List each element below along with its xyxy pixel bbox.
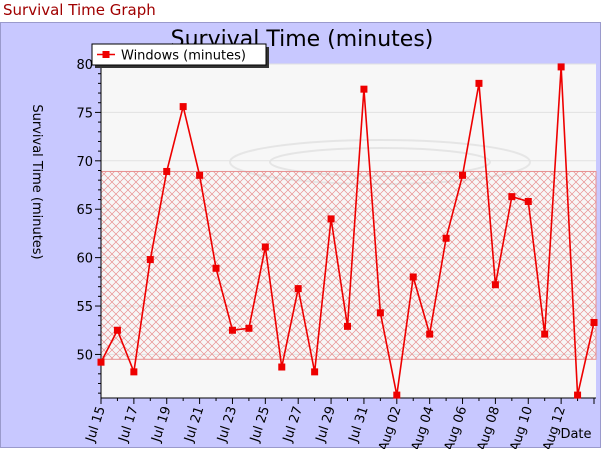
data-point: [130, 368, 138, 376]
data-point: [179, 103, 187, 111]
data-point: [376, 309, 384, 317]
data-point: [590, 318, 598, 326]
data-point: [245, 324, 253, 332]
data-point: [113, 326, 121, 334]
x-tick-label: Aug 10: [508, 405, 536, 449]
data-point: [475, 79, 483, 87]
y-tick-label: 65: [76, 203, 93, 218]
y-tick-label: 60: [76, 252, 93, 267]
data-point: [228, 326, 236, 334]
data-point: [278, 363, 286, 371]
legend: Windows (minutes): [91, 43, 269, 68]
x-tick-label: Jul 29: [313, 405, 339, 445]
x-axis-label: Date: [560, 427, 591, 442]
legend-box: [91, 43, 267, 66]
y-tick-label: 80: [76, 58, 93, 73]
x-tick-label: Jul 27: [280, 405, 306, 445]
x-tick-label: Aug 04: [409, 405, 437, 449]
data-point: [344, 322, 351, 330]
y-tick-label: 70: [76, 155, 93, 170]
data-point: [393, 391, 401, 399]
data-point: [442, 234, 450, 242]
x-tick-label: Aug 02: [376, 405, 404, 449]
data-point: [261, 243, 269, 251]
legend-label: Windows (minutes): [121, 49, 246, 64]
data-point: [294, 285, 302, 293]
y-tick-label: 75: [76, 106, 93, 121]
y-tick-label: 50: [76, 348, 93, 363]
data-point: [574, 391, 582, 399]
x-tick-label: Aug 08: [475, 405, 503, 449]
x-tick-label: Jul 17: [116, 405, 142, 445]
x-axis: Jul 15 Jul 17 Jul 19 Jul 21 Jul 23 Jul 25 Jul …: [83, 397, 596, 449]
data-point: [163, 167, 171, 175]
x-tick-label: Jul 15: [83, 405, 109, 445]
data-point: [557, 63, 565, 71]
page-title-bar: Survival Time Graph: [0, 0, 602, 22]
x-tick-label: Jul 19: [149, 405, 175, 445]
x-tick-label: Jul 31: [346, 405, 372, 445]
data-point: [212, 264, 220, 272]
data-point: [508, 193, 516, 201]
legend-marker: [102, 51, 110, 58]
data-point: [196, 171, 204, 179]
page-title: Survival Time Graph: [3, 1, 156, 19]
data-point: [426, 330, 434, 338]
survival-time-chart: Survival Time (minutes) Jul 15 Jul 17 Jul …: [29, 27, 598, 449]
data-point: [146, 256, 154, 264]
x-tick-label: Jul 21: [182, 405, 208, 445]
data-point: [360, 85, 368, 93]
x-tick-label: Jul 25: [247, 405, 273, 445]
x-tick-label: Jul 23: [214, 405, 240, 445]
data-point: [97, 358, 105, 366]
data-point: [491, 281, 499, 289]
data-point: [459, 171, 467, 179]
x-tick-label: Aug 06: [442, 405, 470, 449]
y-axis-label: Survival Time (minutes): [29, 104, 44, 259]
y-axis: 50 55 60 65 70 75 80: [76, 58, 102, 398]
y-tick-label: 55: [76, 300, 93, 315]
data-point: [311, 368, 319, 376]
data-point: [409, 273, 417, 281]
data-point: [541, 330, 549, 338]
data-point: [327, 215, 335, 223]
data-points: [97, 63, 598, 399]
data-point: [524, 197, 532, 205]
